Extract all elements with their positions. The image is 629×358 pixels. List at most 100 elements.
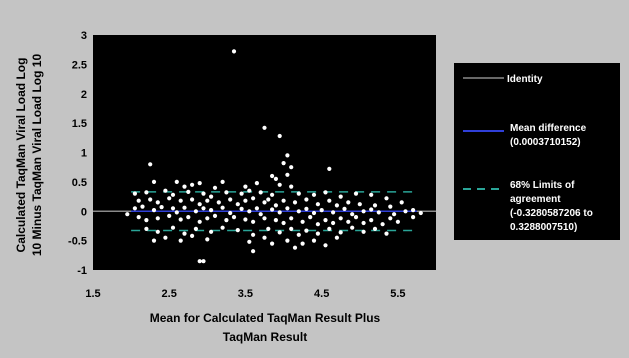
data-point xyxy=(289,216,294,221)
data-point xyxy=(319,208,324,213)
data-point xyxy=(155,229,160,234)
data-point xyxy=(285,238,290,243)
data-point xyxy=(311,210,317,216)
data-point xyxy=(411,208,416,213)
data-point xyxy=(224,218,229,223)
data-point xyxy=(281,220,286,226)
legend-box xyxy=(454,63,620,240)
data-point xyxy=(243,198,248,203)
data-point xyxy=(197,202,202,207)
data-point xyxy=(361,220,366,226)
data-point xyxy=(380,222,385,227)
data-point xyxy=(247,188,252,193)
data-point xyxy=(251,232,256,237)
data-point xyxy=(193,209,198,214)
x-tick-label: 1.5 xyxy=(85,288,100,300)
data-point xyxy=(384,196,389,201)
data-point xyxy=(399,200,404,205)
data-point xyxy=(247,209,252,214)
y-axis-label-line-1: Calculated TaqMan Viral Load Log xyxy=(14,58,28,253)
data-point xyxy=(243,217,248,222)
data-point xyxy=(346,200,351,205)
data-point xyxy=(201,206,206,211)
y-axis-label-line-2: 10 Minus TaqMan Viral Load Log 10 xyxy=(30,54,44,257)
data-point xyxy=(212,185,218,190)
data-point xyxy=(197,259,202,264)
data-point xyxy=(304,228,309,233)
data-point xyxy=(311,192,317,197)
data-point xyxy=(296,209,301,214)
data-point xyxy=(281,198,286,203)
y-tick-label: 0.5 xyxy=(72,177,87,189)
data-point xyxy=(289,184,294,189)
data-point xyxy=(361,209,366,214)
data-point xyxy=(418,210,423,216)
data-point xyxy=(296,191,301,196)
data-point xyxy=(395,219,400,224)
data-point xyxy=(285,153,290,158)
data-point xyxy=(136,198,141,203)
y-tick-label: -1 xyxy=(77,265,87,277)
data-point xyxy=(144,190,149,195)
data-point xyxy=(273,218,278,223)
data-point xyxy=(193,226,198,231)
data-point xyxy=(315,202,320,207)
data-point xyxy=(270,241,275,246)
data-point xyxy=(334,235,339,240)
data-point xyxy=(331,210,336,215)
data-point xyxy=(327,166,332,171)
data-point xyxy=(151,179,157,184)
data-point xyxy=(308,215,313,220)
data-point xyxy=(170,206,176,211)
data-point xyxy=(311,238,317,243)
data-point xyxy=(353,215,359,220)
data-point xyxy=(212,213,218,218)
data-point xyxy=(331,220,336,226)
data-point xyxy=(159,205,164,210)
data-point xyxy=(262,216,267,221)
y-tick-label: 0 xyxy=(81,206,87,218)
data-point xyxy=(228,210,233,216)
data-point xyxy=(369,207,374,212)
data-point xyxy=(315,231,320,236)
data-point xyxy=(277,210,282,215)
data-point xyxy=(243,184,248,189)
data-point xyxy=(277,182,282,187)
legend-limits-label-line-2: agreement xyxy=(510,194,561,205)
data-point xyxy=(292,200,298,205)
x-axis-label-line-2: TaqMan Result xyxy=(223,330,307,344)
data-point xyxy=(148,197,153,202)
x-tick-label: 5.5 xyxy=(390,288,405,300)
plot-area xyxy=(93,35,436,270)
legend-limits-label-line-4: 0.3288007510) xyxy=(510,222,577,233)
data-point xyxy=(148,162,153,167)
data-point xyxy=(289,226,294,231)
data-point xyxy=(334,203,339,208)
data-point xyxy=(411,215,416,220)
data-point xyxy=(209,229,214,234)
data-point xyxy=(220,179,225,184)
data-point xyxy=(167,196,172,201)
data-point xyxy=(174,210,179,215)
data-point xyxy=(296,232,301,237)
data-point xyxy=(304,197,309,202)
data-point xyxy=(209,208,214,213)
data-point xyxy=(357,202,362,207)
data-point xyxy=(125,212,130,217)
data-point xyxy=(239,191,244,196)
data-point xyxy=(197,219,202,224)
data-point xyxy=(239,206,244,211)
data-point xyxy=(178,217,183,222)
data-point xyxy=(392,212,397,217)
data-point xyxy=(224,190,229,195)
data-point xyxy=(216,200,221,205)
data-point xyxy=(235,228,240,233)
data-point xyxy=(151,208,157,213)
data-point xyxy=(372,203,378,208)
data-point xyxy=(270,192,275,197)
data-point xyxy=(289,165,294,170)
data-point xyxy=(132,206,137,211)
data-point xyxy=(136,215,141,220)
data-point xyxy=(376,210,381,215)
